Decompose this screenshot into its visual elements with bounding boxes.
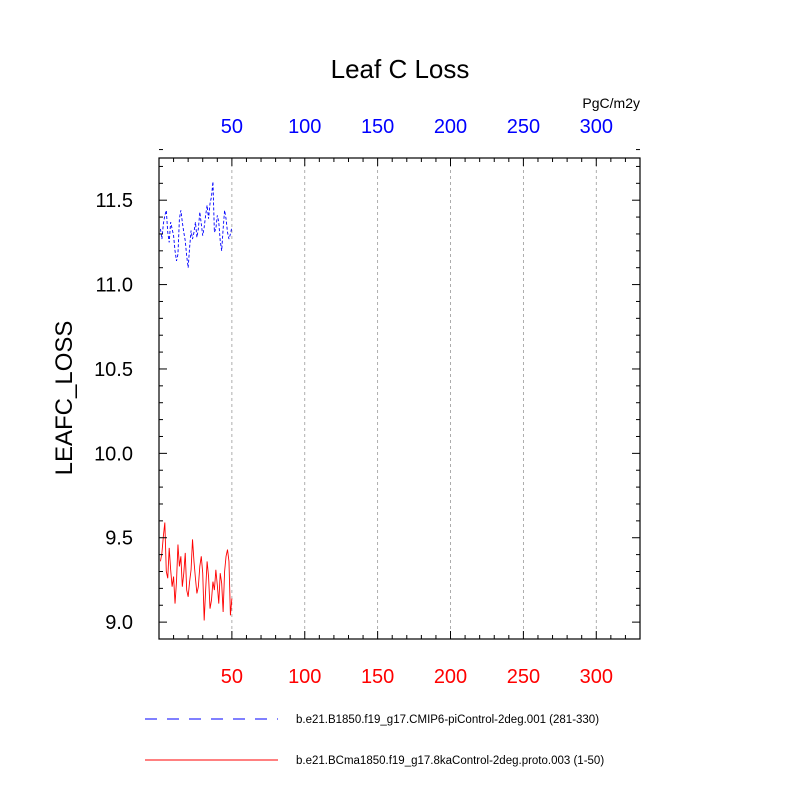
- chart-title: Leaf C Loss: [331, 54, 470, 84]
- axes: 50 100 150 200 250 300 50 100 150 200 250 300 9.0 9.5…: [94, 116, 641, 688]
- y-tick-label: 11.0: [96, 275, 133, 297]
- units-label: PgC/m2y: [582, 95, 640, 111]
- x-tick-label-top: 250: [507, 116, 540, 138]
- x-tick-label-top: 150: [361, 116, 394, 138]
- x-tick-label-top: 200: [434, 116, 467, 138]
- y-tick-label: 9.0: [105, 612, 133, 634]
- legend-label-2: b.e21.BCma1850.f19_g17.8kaControl-2deg.p…: [296, 755, 604, 767]
- plot-frame: [158, 157, 641, 640]
- x-tick-label-bottom: 250: [507, 666, 540, 688]
- x-tick-label-bottom: 50: [221, 666, 243, 688]
- x-tick-label-top: 50: [221, 116, 243, 138]
- x-tick-label-top: 300: [580, 116, 613, 138]
- x-tick-label-bottom: 150: [361, 666, 394, 688]
- y-tick-label: 10.0: [94, 443, 133, 465]
- series-line-1: [160, 181, 233, 268]
- series-layer: [160, 181, 233, 621]
- x-tick-label-bottom: 200: [434, 666, 467, 688]
- series-line-2: [160, 522, 233, 621]
- x-tick-label-bottom: 300: [580, 666, 613, 688]
- y-tick-label: 10.5: [94, 359, 133, 381]
- y-tick-label: 9.5: [105, 528, 133, 550]
- y-axis-label: LEAFC_LOSS: [51, 321, 78, 476]
- legend: b.e21.B1850.f19_g17.CMIP6-piControl-2deg…: [145, 714, 604, 767]
- x-tick-label-bottom: 100: [288, 666, 321, 688]
- x-tick-label-top: 100: [288, 116, 321, 138]
- legend-label-1: b.e21.B1850.f19_g17.CMIP6-piControl-2deg…: [296, 714, 599, 726]
- grid: [231, 158, 597, 639]
- y-tick-label: 11.5: [96, 190, 133, 212]
